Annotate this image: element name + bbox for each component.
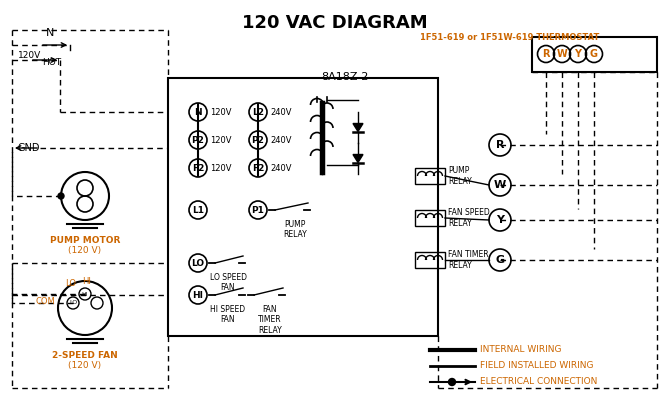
Text: P1: P1 (251, 205, 265, 215)
Text: HI SPEED
FAN: HI SPEED FAN (210, 305, 246, 324)
Text: FAN SPEED
RELAY: FAN SPEED RELAY (448, 208, 490, 228)
Text: W: W (557, 49, 567, 59)
Text: 240V: 240V (270, 135, 291, 145)
Text: LO: LO (66, 279, 76, 288)
Text: LO: LO (69, 300, 77, 305)
Polygon shape (353, 155, 363, 163)
Text: PUMP MOTOR: PUMP MOTOR (50, 236, 120, 245)
Text: (120 V): (120 V) (68, 361, 102, 370)
Text: PUMP
RELAY: PUMP RELAY (448, 166, 472, 186)
Text: G: G (590, 49, 598, 59)
Bar (415, 168, 445, 184)
Text: N: N (194, 108, 202, 116)
Text: PUMP
RELAY: PUMP RELAY (283, 220, 307, 239)
Text: INTERNAL WIRING: INTERNAL WIRING (480, 346, 561, 354)
Text: F2: F2 (252, 163, 264, 173)
Text: 120V: 120V (210, 135, 232, 145)
Text: 240V: 240V (270, 163, 291, 173)
Text: 2-SPEED FAN: 2-SPEED FAN (52, 351, 118, 360)
Text: Y: Y (574, 49, 582, 59)
Bar (532, 37, 657, 72)
Bar (415, 252, 445, 268)
Text: HI: HI (192, 290, 204, 300)
Text: FIELD INSTALLED WIRING: FIELD INSTALLED WIRING (480, 362, 594, 370)
Text: 120V: 120V (18, 51, 42, 59)
Circle shape (58, 193, 64, 199)
Text: HOT: HOT (42, 57, 61, 67)
Bar (415, 210, 445, 226)
Text: Y: Y (496, 215, 504, 225)
Text: GND: GND (18, 143, 40, 153)
Text: LO: LO (192, 259, 204, 267)
Text: 120 VAC DIAGRAM: 120 VAC DIAGRAM (242, 14, 428, 32)
Text: (120 V): (120 V) (68, 246, 102, 255)
Text: 240V: 240V (270, 108, 291, 116)
Text: 120V: 120V (210, 108, 232, 116)
Text: L2: L2 (252, 108, 264, 116)
Polygon shape (353, 124, 363, 132)
Text: 1F51-619 or 1F51W-619 THERMOSTAT: 1F51-619 or 1F51W-619 THERMOSTAT (420, 33, 600, 42)
Text: LO SPEED
FAN: LO SPEED FAN (210, 273, 247, 292)
Text: 8A18Z-2: 8A18Z-2 (322, 72, 368, 82)
Text: R: R (542, 49, 550, 59)
Text: HI: HI (82, 292, 88, 297)
Text: P2: P2 (251, 135, 265, 145)
Text: N: N (46, 28, 54, 38)
Text: 120V: 120V (210, 163, 232, 173)
Text: COM: COM (36, 297, 55, 307)
Text: G: G (495, 255, 505, 265)
Text: L1: L1 (192, 205, 204, 215)
Bar (168, 78, 438, 336)
Text: F2: F2 (192, 163, 204, 173)
Text: FAN
TIMER
RELAY: FAN TIMER RELAY (258, 305, 282, 335)
Text: HI: HI (82, 277, 91, 286)
Text: ELECTRICAL CONNECTION: ELECTRICAL CONNECTION (480, 378, 598, 386)
Text: R: R (496, 140, 505, 150)
Circle shape (448, 378, 456, 385)
Text: P2: P2 (192, 135, 204, 145)
Text: FAN TIMER
RELAY: FAN TIMER RELAY (448, 250, 488, 270)
Text: W: W (494, 180, 506, 190)
